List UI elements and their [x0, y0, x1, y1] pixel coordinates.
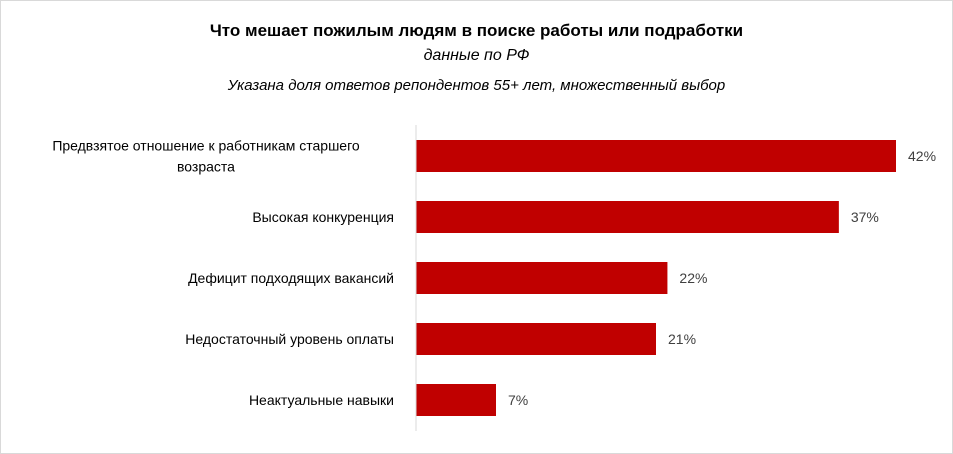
- category-label: Дефицит подходящих вакансий: [188, 270, 394, 286]
- bar: [416, 262, 668, 294]
- data-label: 42%: [908, 148, 936, 164]
- bar: [416, 140, 896, 172]
- data-label: 37%: [851, 209, 879, 225]
- category-label: Предвзятое отношение к работникам старше…: [52, 138, 360, 154]
- chart-note: Указана доля ответов репондентов 55+ лет…: [227, 77, 726, 94]
- category-label: Высокая конкуренция: [252, 209, 394, 225]
- data-label: 22%: [679, 270, 707, 286]
- category-label: Неактуальные навыки: [249, 392, 394, 408]
- data-label: 7%: [508, 392, 528, 408]
- bar: [416, 201, 839, 233]
- bar: [416, 323, 656, 355]
- data-label: 21%: [668, 331, 696, 347]
- bar: [416, 384, 496, 416]
- category-label: возраста: [177, 159, 235, 175]
- chart-subtitle: данные по РФ: [423, 47, 530, 64]
- chart-title: Что мешает пожилым людям в поиске работы…: [209, 21, 744, 40]
- category-label: Недостаточный уровень оплаты: [185, 331, 394, 347]
